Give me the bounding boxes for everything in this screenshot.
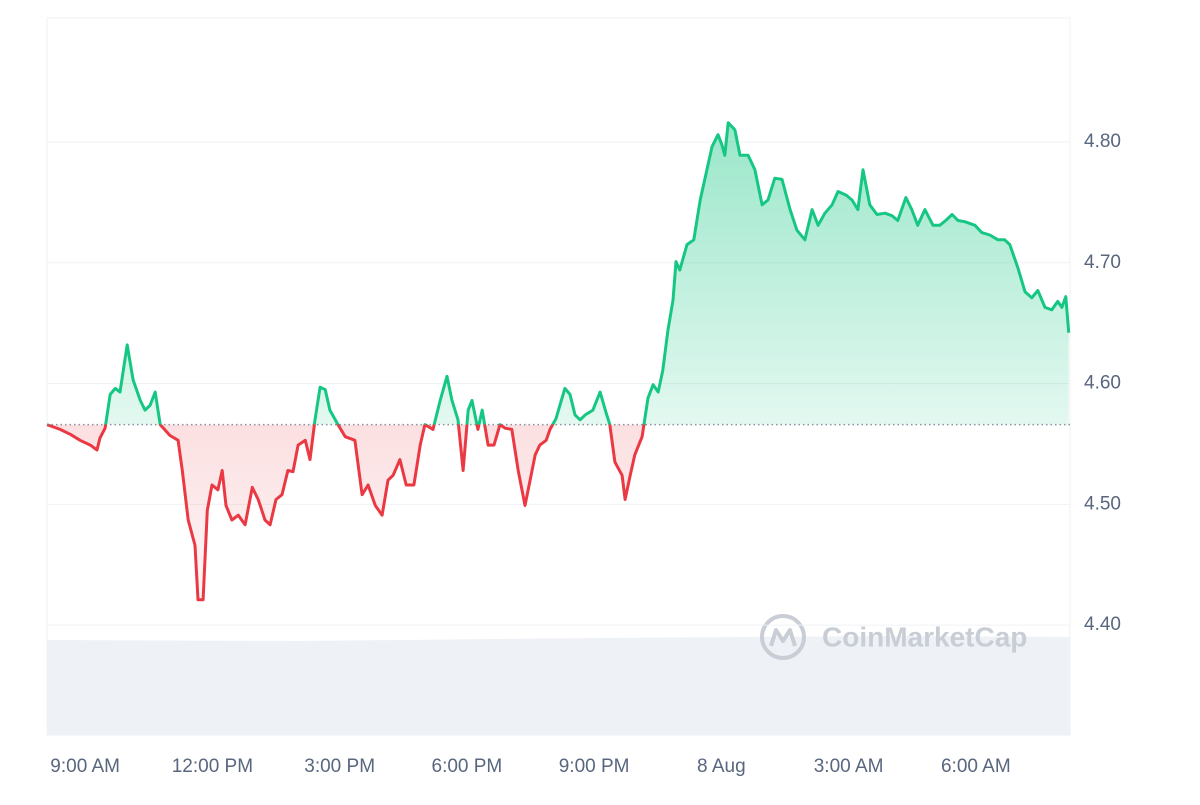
y-tick-label: 4.60 [1084, 373, 1121, 394]
x-tick-label: 9:00 PM [559, 756, 630, 777]
y-tick-label: 4.40 [1084, 614, 1121, 635]
y-tick-label: 4.50 [1084, 493, 1121, 514]
price-area [47, 122, 1069, 600]
x-tick-label: 6:00 PM [432, 756, 503, 777]
volume-band [47, 636, 1070, 735]
y-tick-label: 4.70 [1084, 252, 1121, 273]
watermark-logo [760, 614, 806, 660]
x-tick-label: 3:00 PM [304, 756, 375, 777]
x-tick-label: 3:00 AM [814, 756, 884, 777]
x-tick-label: 12:00 PM [172, 756, 253, 777]
price-line [46, 121, 1071, 602]
y-tick-label: 4.80 [1084, 131, 1121, 152]
x-tick-label: 9:00 AM [50, 756, 120, 777]
x-tick-label: 8 Aug [697, 756, 746, 777]
x-tick-label: 6:00 AM [941, 756, 1011, 777]
watermark-logo-mark [769, 628, 797, 647]
watermark-text: CoinMarketCap [822, 621, 1027, 652]
watermark: CoinMarketCap [760, 614, 1027, 660]
